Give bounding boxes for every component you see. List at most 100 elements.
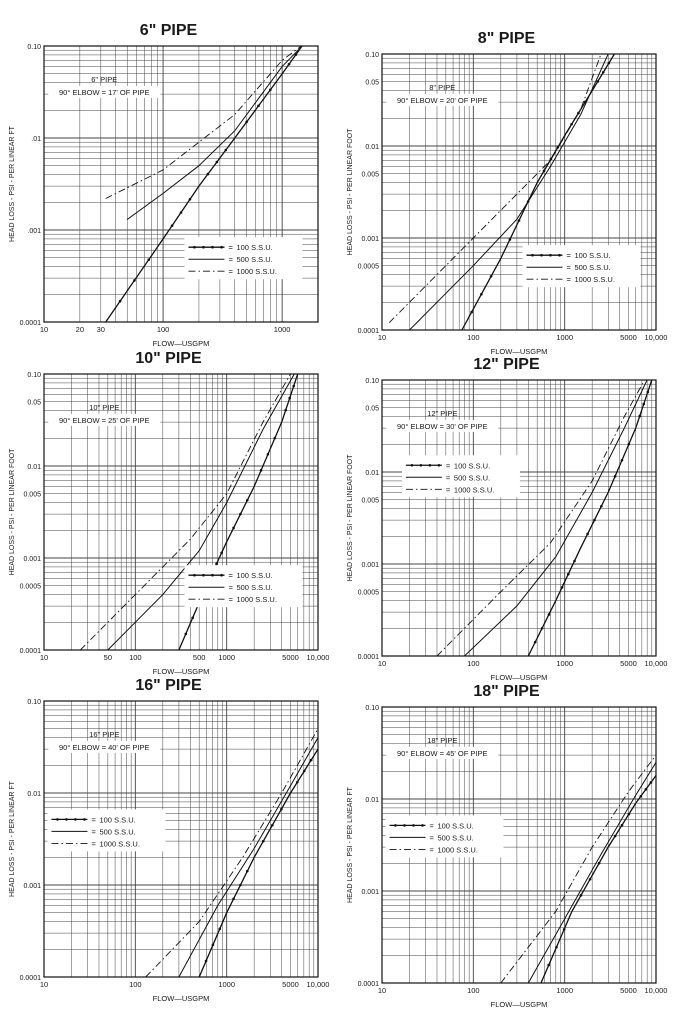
series-point: [245, 120, 248, 124]
legend-equals: =: [91, 827, 96, 836]
series-point: [579, 894, 583, 897]
y-tick-label: 0.0005: [358, 590, 380, 597]
chart-title: 8" PIPE: [477, 30, 536, 47]
legend-label: 100 S.S.U.: [236, 571, 272, 580]
legend: = 100 S.S.U.= 500 S.S.U.= 1000 S.S.U.: [522, 245, 641, 288]
series-point: [232, 897, 235, 901]
legend-swatch-dot: [558, 253, 561, 257]
legend-background: [184, 565, 303, 608]
legend-equals: =: [228, 255, 233, 264]
annotation-elbow: 90° ELBOW = 45' OF PIPE: [397, 749, 488, 758]
chart-18in-pipe: 18" PIPE 10 100 1000 5000 10,000 0.0001 0.001 0…: [338, 683, 675, 1013]
series-point: [646, 390, 650, 394]
series-line: [500, 754, 656, 983]
annotation-pipe-size: 12" PIPE: [427, 409, 457, 418]
annotation-pipe-size: 18" PIPE: [427, 736, 457, 745]
y-tick-label: 0.001: [361, 889, 379, 896]
y-tick-label: 0.0005: [20, 584, 42, 591]
series-point: [555, 945, 558, 949]
chart-title: 12" PIPE: [473, 356, 540, 373]
series-point: [600, 504, 603, 508]
series-point: [266, 452, 270, 456]
legend-label: 1000 S.S.U.: [236, 595, 276, 604]
legend-swatch-dot: [193, 245, 196, 249]
series-line: [540, 775, 656, 983]
annotation-elbow: 90° ELBOW = 30' OF PIPE: [397, 422, 488, 431]
y-tick-label: 0.0005: [358, 264, 380, 271]
series-point: [259, 469, 263, 472]
annotation-elbow: 90° ELBOW = 17' OF PIPE: [59, 88, 150, 97]
annotation-background: [48, 413, 161, 426]
legend-swatch-dot: [394, 824, 397, 827]
series-line: [126, 46, 303, 220]
y-tick-label: 0.001: [23, 556, 41, 563]
chart-title: 18" PIPE: [473, 683, 540, 700]
chart-svg: 10 100 1000 5000 10,000 0.0001 0.001 0.01 0.10 FL…: [9, 699, 330, 1003]
y-tick-label: 0.05: [27, 400, 41, 407]
y-tick-label: 0.01: [365, 144, 379, 151]
series-point: [620, 458, 624, 462]
series-point: [540, 627, 544, 630]
legend-swatch-dot: [202, 245, 205, 249]
legend-equals: =: [91, 815, 96, 824]
series-point: [211, 943, 215, 947]
legend-swatch-dot: [531, 253, 534, 257]
x-tick-label: 100: [157, 325, 170, 334]
chart-svg: 10 100 1000 5000 10,000 0.0001 0.0005 0.001 0.00…: [347, 378, 667, 682]
series-point: [215, 562, 218, 566]
plot-frame: [381, 706, 657, 984]
legend-swatch-dot: [437, 463, 441, 467]
x-tick-label: 5000: [620, 986, 637, 995]
annotation-background: [48, 740, 161, 753]
chart-title: 16" PIPE: [135, 677, 202, 694]
series-point: [577, 111, 580, 115]
x-tick-label: 10: [40, 325, 48, 334]
y-tick-label: 0.10: [365, 705, 379, 712]
series-line: [178, 374, 299, 650]
x-axis-label: FLOW—USGPM: [153, 667, 210, 676]
x-tick-label: 10,000: [307, 653, 330, 662]
legend-swatch-dot: [412, 824, 415, 827]
y-tick-label: 0.10: [365, 378, 379, 385]
series-point: [204, 959, 208, 963]
series-line: [409, 54, 609, 330]
y-tick-label: 0.01: [27, 791, 41, 798]
annotation-background: [386, 746, 499, 759]
legend-label: 100 S.S.U.: [236, 243, 272, 252]
legend-equals: =: [566, 263, 571, 272]
plot-frame: [43, 373, 319, 651]
series-point: [302, 769, 306, 773]
y-tick-label: 0.0001: [20, 975, 42, 982]
series-point: [470, 310, 473, 314]
series-point: [215, 160, 219, 164]
x-tick-label: 10: [40, 980, 48, 989]
x-tick-label: 100: [467, 659, 480, 668]
y-tick-label: 0.10: [365, 52, 379, 59]
series-point: [288, 396, 291, 400]
legend-label: 500 S.S.U.: [99, 827, 135, 836]
series-point: [287, 62, 291, 66]
x-tick-label: 20: [76, 325, 84, 334]
legend-background: [184, 237, 303, 280]
x-tick-label: 10,000: [307, 980, 330, 989]
legend-label: 1000 S.S.U.: [99, 839, 139, 848]
y-tick-label: .001: [27, 228, 41, 235]
series-point: [224, 148, 228, 152]
series-point: [601, 71, 605, 74]
y-tick-label: 0.005: [23, 492, 41, 499]
y-tick-label: 0.0001: [20, 648, 42, 655]
series-point: [533, 640, 537, 644]
y-tick-label: 0.001: [361, 236, 379, 243]
series-point: [261, 839, 265, 843]
legend-swatch-dot: [65, 818, 68, 821]
series-point: [170, 224, 174, 228]
legend-label: 1000 S.S.U.: [454, 485, 494, 494]
series-point: [508, 238, 512, 241]
series-point: [620, 823, 624, 827]
legend-background: [47, 809, 166, 852]
series-point: [480, 292, 483, 296]
legend-equals: =: [566, 275, 571, 284]
chart-10in-pipe: 10" PIPE 10 50 100 500 1000 5000 10,000 0.0001 0…: [0, 350, 337, 680]
series-point: [607, 61, 611, 65]
legend-label: 500 S.S.U.: [236, 583, 272, 592]
